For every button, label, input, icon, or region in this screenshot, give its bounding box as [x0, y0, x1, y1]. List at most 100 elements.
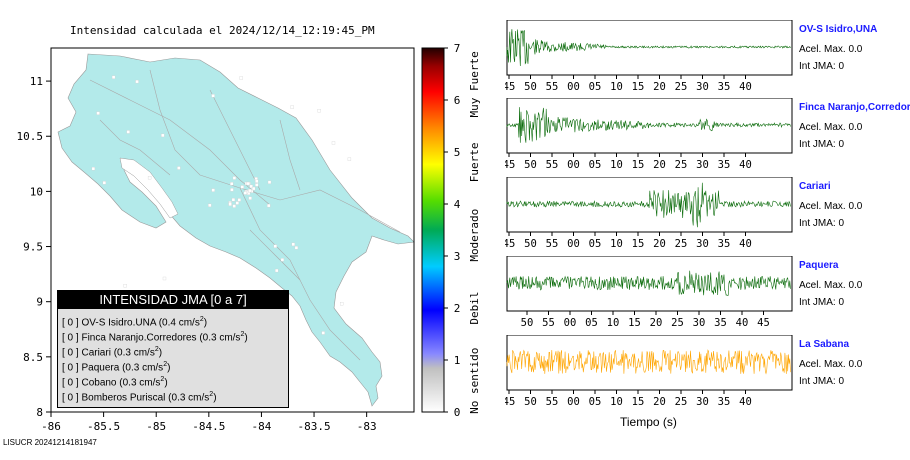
waveform-plot: 50 55 00 05 10 15 20 25 30 35 40 45	[506, 255, 793, 329]
waveform-tick-label: 00	[567, 238, 580, 250]
waveform-tick-label: 30	[696, 238, 709, 250]
footer-id: LISUCR 20241214181947	[3, 438, 97, 447]
map-x-tick-label: -83.5	[297, 420, 330, 433]
town-marker	[231, 198, 236, 202]
map-x-tick-label: -85	[146, 420, 166, 433]
station-info: Cariari Acel. Max. 0.0 Int JMA: 0	[799, 181, 862, 229]
intensity-colorbar: 7 6 5 4 3 2 1 0 Muy Fuerte Fuerte Moderado Debil No…	[421, 42, 481, 419]
legend-row-unit-exp: 2	[154, 346, 159, 353]
waveform-panel: 45 50 55 00 05 10 15 20 25 30 35 40	[503, 176, 795, 257]
waveform-frame	[506, 19, 793, 76]
town-marker	[177, 166, 181, 170]
town-marker	[275, 268, 279, 273]
legend-row-name: Cobano	[81, 377, 117, 389]
waveform-tick-label: 40	[736, 317, 749, 329]
waveform-tick-label: 35	[718, 238, 731, 250]
waveform-tick-label: 05	[589, 159, 602, 171]
town-marker	[347, 157, 352, 161]
map-frame	[50, 47, 415, 413]
waveform-tick-label: 10	[610, 81, 623, 93]
town-marker	[96, 111, 100, 115]
station-int-jma: Int JMA: 0	[799, 218, 845, 229]
legend-row-value: (0.4 cm/s	[158, 317, 200, 329]
town-marker	[248, 188, 252, 193]
town-marker	[230, 182, 234, 186]
town-marker	[248, 196, 252, 200]
waveform-tick-label: 50	[524, 396, 537, 408]
town-marker	[162, 276, 167, 281]
legend-row-unit-exp: 2	[209, 391, 214, 398]
legend-row-prefix: [ 0 ]	[62, 392, 79, 404]
map-y-tick-label: 10.5	[17, 130, 44, 143]
waveform-tick-label: 10	[607, 317, 620, 329]
waveform-tick-label: 25	[675, 81, 688, 93]
station-name: Paquera	[799, 260, 839, 271]
map-x-tick-label: -84.5	[192, 420, 225, 433]
waveform-tick-label: 55	[546, 159, 559, 171]
colorbar-gradient	[421, 47, 445, 413]
waveform-tick-label: 55	[546, 238, 559, 250]
town-marker	[228, 202, 232, 206]
waveform-tick-label: 20	[650, 317, 663, 329]
waveform-tick-label: 50	[521, 317, 534, 329]
town-marker	[123, 284, 127, 288]
legend-row-unit-exp: 2	[199, 316, 204, 323]
town-marker	[161, 133, 165, 138]
waveform-tick-label: 00	[564, 317, 577, 329]
town-marker	[317, 109, 321, 113]
station-int-jma: Int JMA: 0	[799, 376, 845, 387]
waveform-tick-label: 05	[589, 396, 602, 408]
station-int-jma: Int JMA: 0	[799, 297, 845, 308]
town-marker	[294, 246, 299, 250]
legend-row: [ 0 ] Bomberos Puriscal (0.3 cm/s2)	[58, 387, 288, 404]
colorbar-category-label: Debil	[468, 291, 481, 324]
town-marker	[331, 141, 336, 145]
legend-row-name: Finca Naranjo.Corredores	[81, 332, 197, 344]
station-int-jma: Int JMA: 0	[799, 61, 845, 72]
waveform-frame	[506, 334, 793, 391]
colorbar-category-label: Muy Fuerte	[468, 51, 481, 117]
colorbar-tick-label: 4	[454, 198, 461, 211]
town-marker	[290, 105, 294, 109]
station-int-jma: Int JMA: 0	[799, 139, 845, 150]
waveform-tick-label: 10	[610, 159, 623, 171]
legend-row-prefix: [ 0 ]	[62, 362, 79, 374]
town-marker	[251, 186, 256, 191]
station-acel-max: Acel. Max. 0.0	[799, 359, 863, 370]
waveform-tick-label: 35	[718, 81, 731, 93]
town-marker	[246, 181, 250, 186]
waveform-tick-label: 15	[632, 396, 645, 408]
waveform-tick-label: 35	[718, 396, 731, 408]
waveform-trace	[506, 29, 791, 67]
legend-row: [ 0 ] Paquera (0.3 cm/s2)	[58, 357, 288, 374]
waveform-plot: 45 50 55 00 05 10 15 20 25 30 35 40	[503, 334, 793, 408]
waveform-tick-label: 40	[739, 396, 752, 408]
map-y-tick-label: 8	[36, 406, 43, 419]
waveform-trace	[506, 349, 791, 375]
town-marker	[291, 242, 295, 247]
waveform-tick-label: 00	[567, 396, 580, 408]
waveform-tick-label: 55	[546, 396, 559, 408]
station-name: OV-S Isidro,UNA	[799, 24, 878, 35]
colorbar-tick-label: 3	[454, 250, 461, 263]
waveform-plot: 45 50 55 00 05 10 15 20 25 30 35 40	[503, 19, 793, 93]
waveform-tick-label: 45	[505, 396, 515, 408]
map-y-axis: 11 10.5 10 9.5 9 8.5 8	[17, 75, 51, 419]
station-name: Finca Naranjo,Corredores	[799, 102, 910, 113]
station-acel-max: Acel. Max. 0.0	[799, 122, 863, 133]
town-marker	[267, 203, 271, 208]
colorbar-tick-label: 2	[454, 302, 461, 315]
legend-row-unit-exp: 2	[240, 331, 245, 338]
town-marker	[255, 179, 259, 183]
waveform-tick-label: 15	[628, 317, 641, 329]
legend-row-value: (0.3 cm/s	[113, 347, 155, 359]
waveform-tick-label: 55	[542, 317, 555, 329]
town-marker	[211, 94, 215, 98]
station-acel-max: Acel. Max. 0.0	[799, 201, 863, 212]
waveform-tick-label: 05	[589, 238, 602, 250]
waveform-tick-label: 50	[524, 81, 537, 93]
waveform-tick-label: 50	[524, 238, 537, 250]
waveform-tick-label: 20	[653, 238, 666, 250]
legend-row: [ 0 ] Cariari (0.3 cm/s2)	[58, 342, 288, 359]
legend-row-name: Paquera	[81, 362, 120, 374]
